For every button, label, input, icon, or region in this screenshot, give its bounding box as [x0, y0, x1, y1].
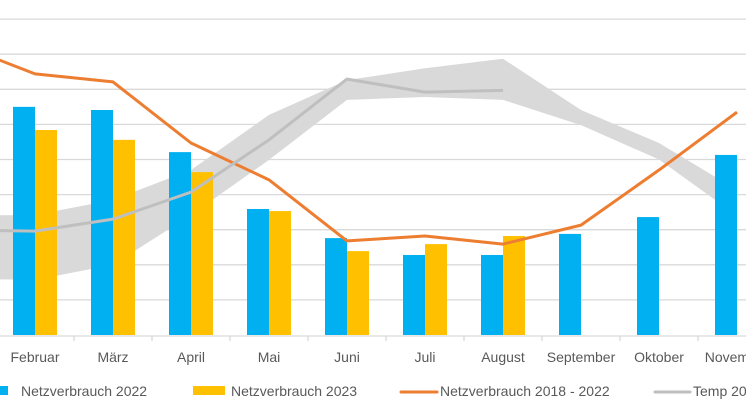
bar-netzverbrauch-2023-august — [503, 236, 525, 335]
bar-netzverbrauch-2023-juni — [347, 251, 369, 335]
bar-netzverbrauch-2023-februar — [35, 130, 57, 335]
x-tick-label: November — [705, 349, 746, 365]
x-tick-label: März — [97, 349, 128, 365]
temp-range-band — [0, 58, 737, 280]
bar-netzverbrauch-2022-november — [715, 154, 737, 335]
x-tick-label: Juli — [414, 349, 435, 365]
x-tick-label: Oktober — [634, 349, 684, 365]
x-tick-label: August — [481, 349, 525, 365]
bar-netzverbrauch-2022-august — [481, 254, 503, 335]
bar-netzverbrauch-2022-april — [169, 152, 191, 335]
legend-label-netzverbrauch-2018-2022: Netzverbrauch 2018 - 2022 — [440, 383, 610, 399]
legend-label-temp: Temp 20 — [693, 383, 746, 399]
legend-label-netzverbrauch-2022: Netzverbrauch 2022 — [21, 383, 147, 399]
bar-netzverbrauch-2022-februar — [13, 106, 35, 335]
legend-label-netzverbrauch-2023: Netzverbrauch 2023 — [231, 383, 357, 399]
x-tick-label: Mai — [258, 349, 281, 365]
bar-netzverbrauch-2023-juli — [425, 244, 447, 335]
x-axis: Februar März April Mai Juni Juli August Septemb… — [0, 335, 746, 365]
x-tick-label: Juni — [334, 349, 360, 365]
legend: Netzverbrauch 2022 Netzverbrauch 2023 Ne… — [0, 383, 746, 399]
bar-netzverbrauch-2023-märz — [113, 139, 135, 335]
bars — [13, 106, 737, 335]
bar-netzverbrauch-2022-juli — [403, 254, 425, 335]
bar-netzverbrauch-2023-april — [191, 172, 213, 335]
x-tick-label: Februar — [10, 349, 59, 365]
line-netzverbrauch-2018---2022 — [0, 58, 738, 246]
line-temp-20 — [0, 77, 504, 233]
bar-netzverbrauch-2022-juni — [325, 238, 347, 335]
x-tick-label: September — [547, 349, 616, 365]
lines — [0, 58, 738, 246]
legend-swatch-netzverbrauch-2022 — [0, 386, 8, 395]
bar-netzverbrauch-2023-mai — [269, 211, 291, 335]
temp-range-area — [0, 58, 737, 280]
bar-netzverbrauch-2022-mai — [247, 208, 269, 335]
bar-netzverbrauch-2022-märz — [91, 110, 113, 335]
bar-netzverbrauch-2022-oktober — [637, 217, 659, 335]
bar-netzverbrauch-2022-september — [559, 233, 581, 335]
x-tick-label: April — [177, 349, 205, 365]
legend-swatch-netzverbrauch-2023 — [193, 386, 225, 395]
